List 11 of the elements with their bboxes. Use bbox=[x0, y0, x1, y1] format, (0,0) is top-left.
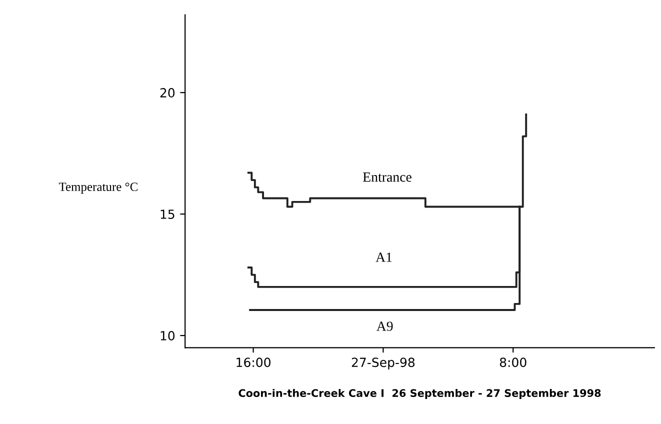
series-label: A9 bbox=[376, 322, 393, 331]
x-tick-label: 16:00 bbox=[236, 358, 270, 368]
y-axis-title: Temperature °C bbox=[58, 182, 138, 194]
y-tick-label: 15 bbox=[160, 210, 174, 219]
series-label: A1 bbox=[376, 252, 392, 262]
x-axis-title: Coon-in-the-Creek Cave I 26 September - 27 September 1998 bbox=[238, 388, 601, 400]
x-tick-label: 8:00 bbox=[500, 358, 526, 368]
y-tick-label: 10 bbox=[160, 331, 175, 340]
y-tick-label: 20 bbox=[160, 88, 175, 98]
series-label: Entrance bbox=[362, 172, 412, 182]
x-tick-label: 27-Sep-98 bbox=[352, 358, 415, 370]
